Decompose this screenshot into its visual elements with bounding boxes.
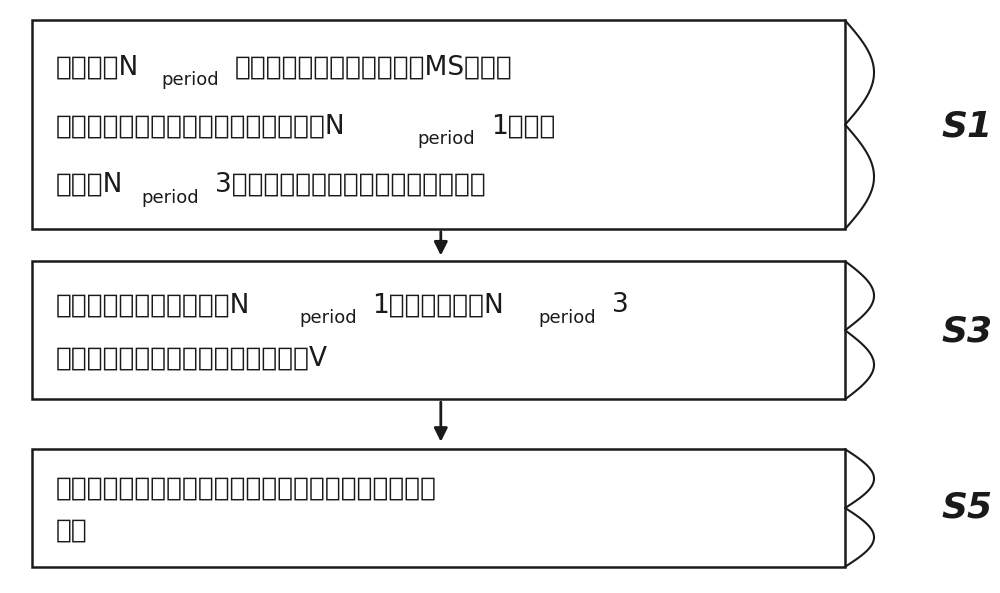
Text: 通过移动速度値，预计算此帧第三位时隙之后是否需要: 通过移动速度値，预计算此帧第三位时隙之后是否需要 xyxy=(56,475,437,501)
Text: 为一帧的时隙数，用于计算MS位置的: 为一帧的时隙数，用于计算MS位置的 xyxy=(235,55,512,81)
Text: 3: 3 xyxy=(612,292,628,318)
Text: 1和第三: 1和第三 xyxy=(491,113,555,139)
Text: ，确定终端的位置，并获取移动速度V: ，确定终端的位置，并获取移动速度V xyxy=(56,345,328,371)
FancyBboxPatch shape xyxy=(32,262,845,399)
Text: period: period xyxy=(538,309,596,327)
Text: 3为探测时隙，其他时隙用于发送数据: 3为探测时隙，其他时隙用于发送数据 xyxy=(215,172,486,198)
Text: 1和第三位时隙N: 1和第三位时隙N xyxy=(373,292,504,318)
Text: 位时隙N: 位时隙N xyxy=(56,172,123,198)
Text: S1: S1 xyxy=(941,109,993,143)
Text: 切换: 切换 xyxy=(56,518,87,544)
Text: 预先定义N: 预先定义N xyxy=(56,55,139,81)
Text: period: period xyxy=(141,189,199,207)
Text: S3: S3 xyxy=(941,315,993,349)
FancyBboxPatch shape xyxy=(32,449,845,567)
Text: period: period xyxy=(417,130,475,148)
Text: 探测时隙，其中，每一帧的第一位时隙N: 探测时隙，其中，每一帧的第一位时隙N xyxy=(56,113,345,139)
Text: S5: S5 xyxy=(941,491,993,525)
Text: period: period xyxy=(161,71,219,90)
Text: 通过每一帧的第一位时隙N: 通过每一帧的第一位时隙N xyxy=(56,292,250,318)
Text: period: period xyxy=(299,309,357,327)
FancyBboxPatch shape xyxy=(32,20,845,229)
